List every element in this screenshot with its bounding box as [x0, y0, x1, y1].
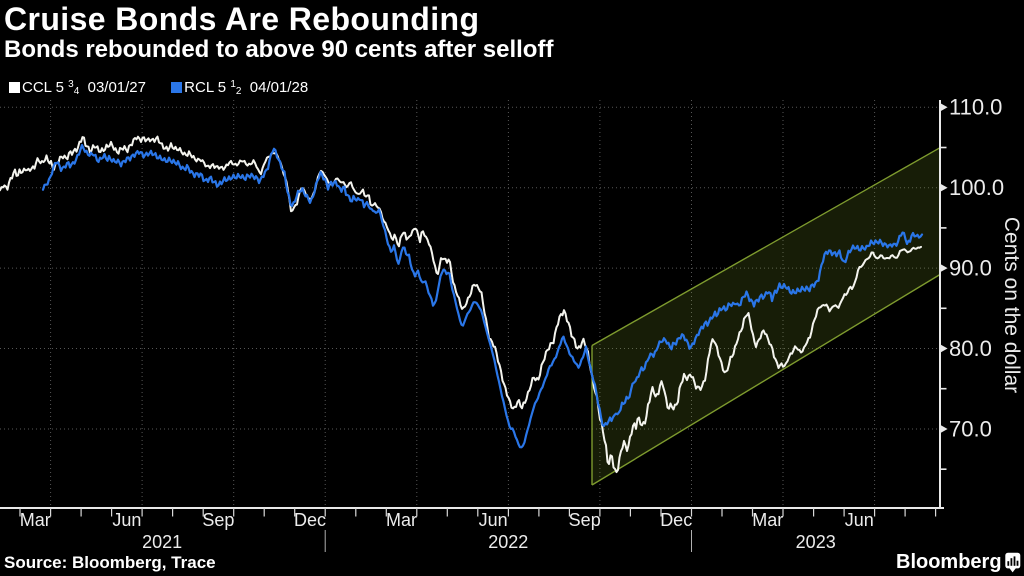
svg-text:Mar: Mar: [20, 510, 51, 530]
svg-text:2022: 2022: [488, 532, 528, 552]
svg-text:Sep: Sep: [569, 510, 601, 530]
svg-text:Dec: Dec: [660, 510, 692, 530]
svg-text:110.0: 110.0: [949, 95, 1002, 120]
svg-text:Jun: Jun: [112, 510, 141, 530]
svg-text:Mar: Mar: [386, 510, 417, 530]
svg-text:Dec: Dec: [294, 510, 326, 530]
svg-text:Jun: Jun: [845, 510, 874, 530]
svg-text:90.0: 90.0: [949, 256, 992, 281]
svg-text:Cents on the dollar: Cents on the dollar: [1000, 217, 1023, 393]
svg-text:70.0: 70.0: [949, 417, 992, 442]
svg-text:80.0: 80.0: [949, 336, 992, 361]
svg-text:2023: 2023: [796, 532, 836, 552]
svg-text:Jun: Jun: [479, 510, 508, 530]
svg-text:Sep: Sep: [202, 510, 234, 530]
svg-text:Mar: Mar: [752, 510, 783, 530]
svg-text:100.0: 100.0: [949, 175, 1004, 200]
svg-text:2021: 2021: [142, 532, 182, 552]
